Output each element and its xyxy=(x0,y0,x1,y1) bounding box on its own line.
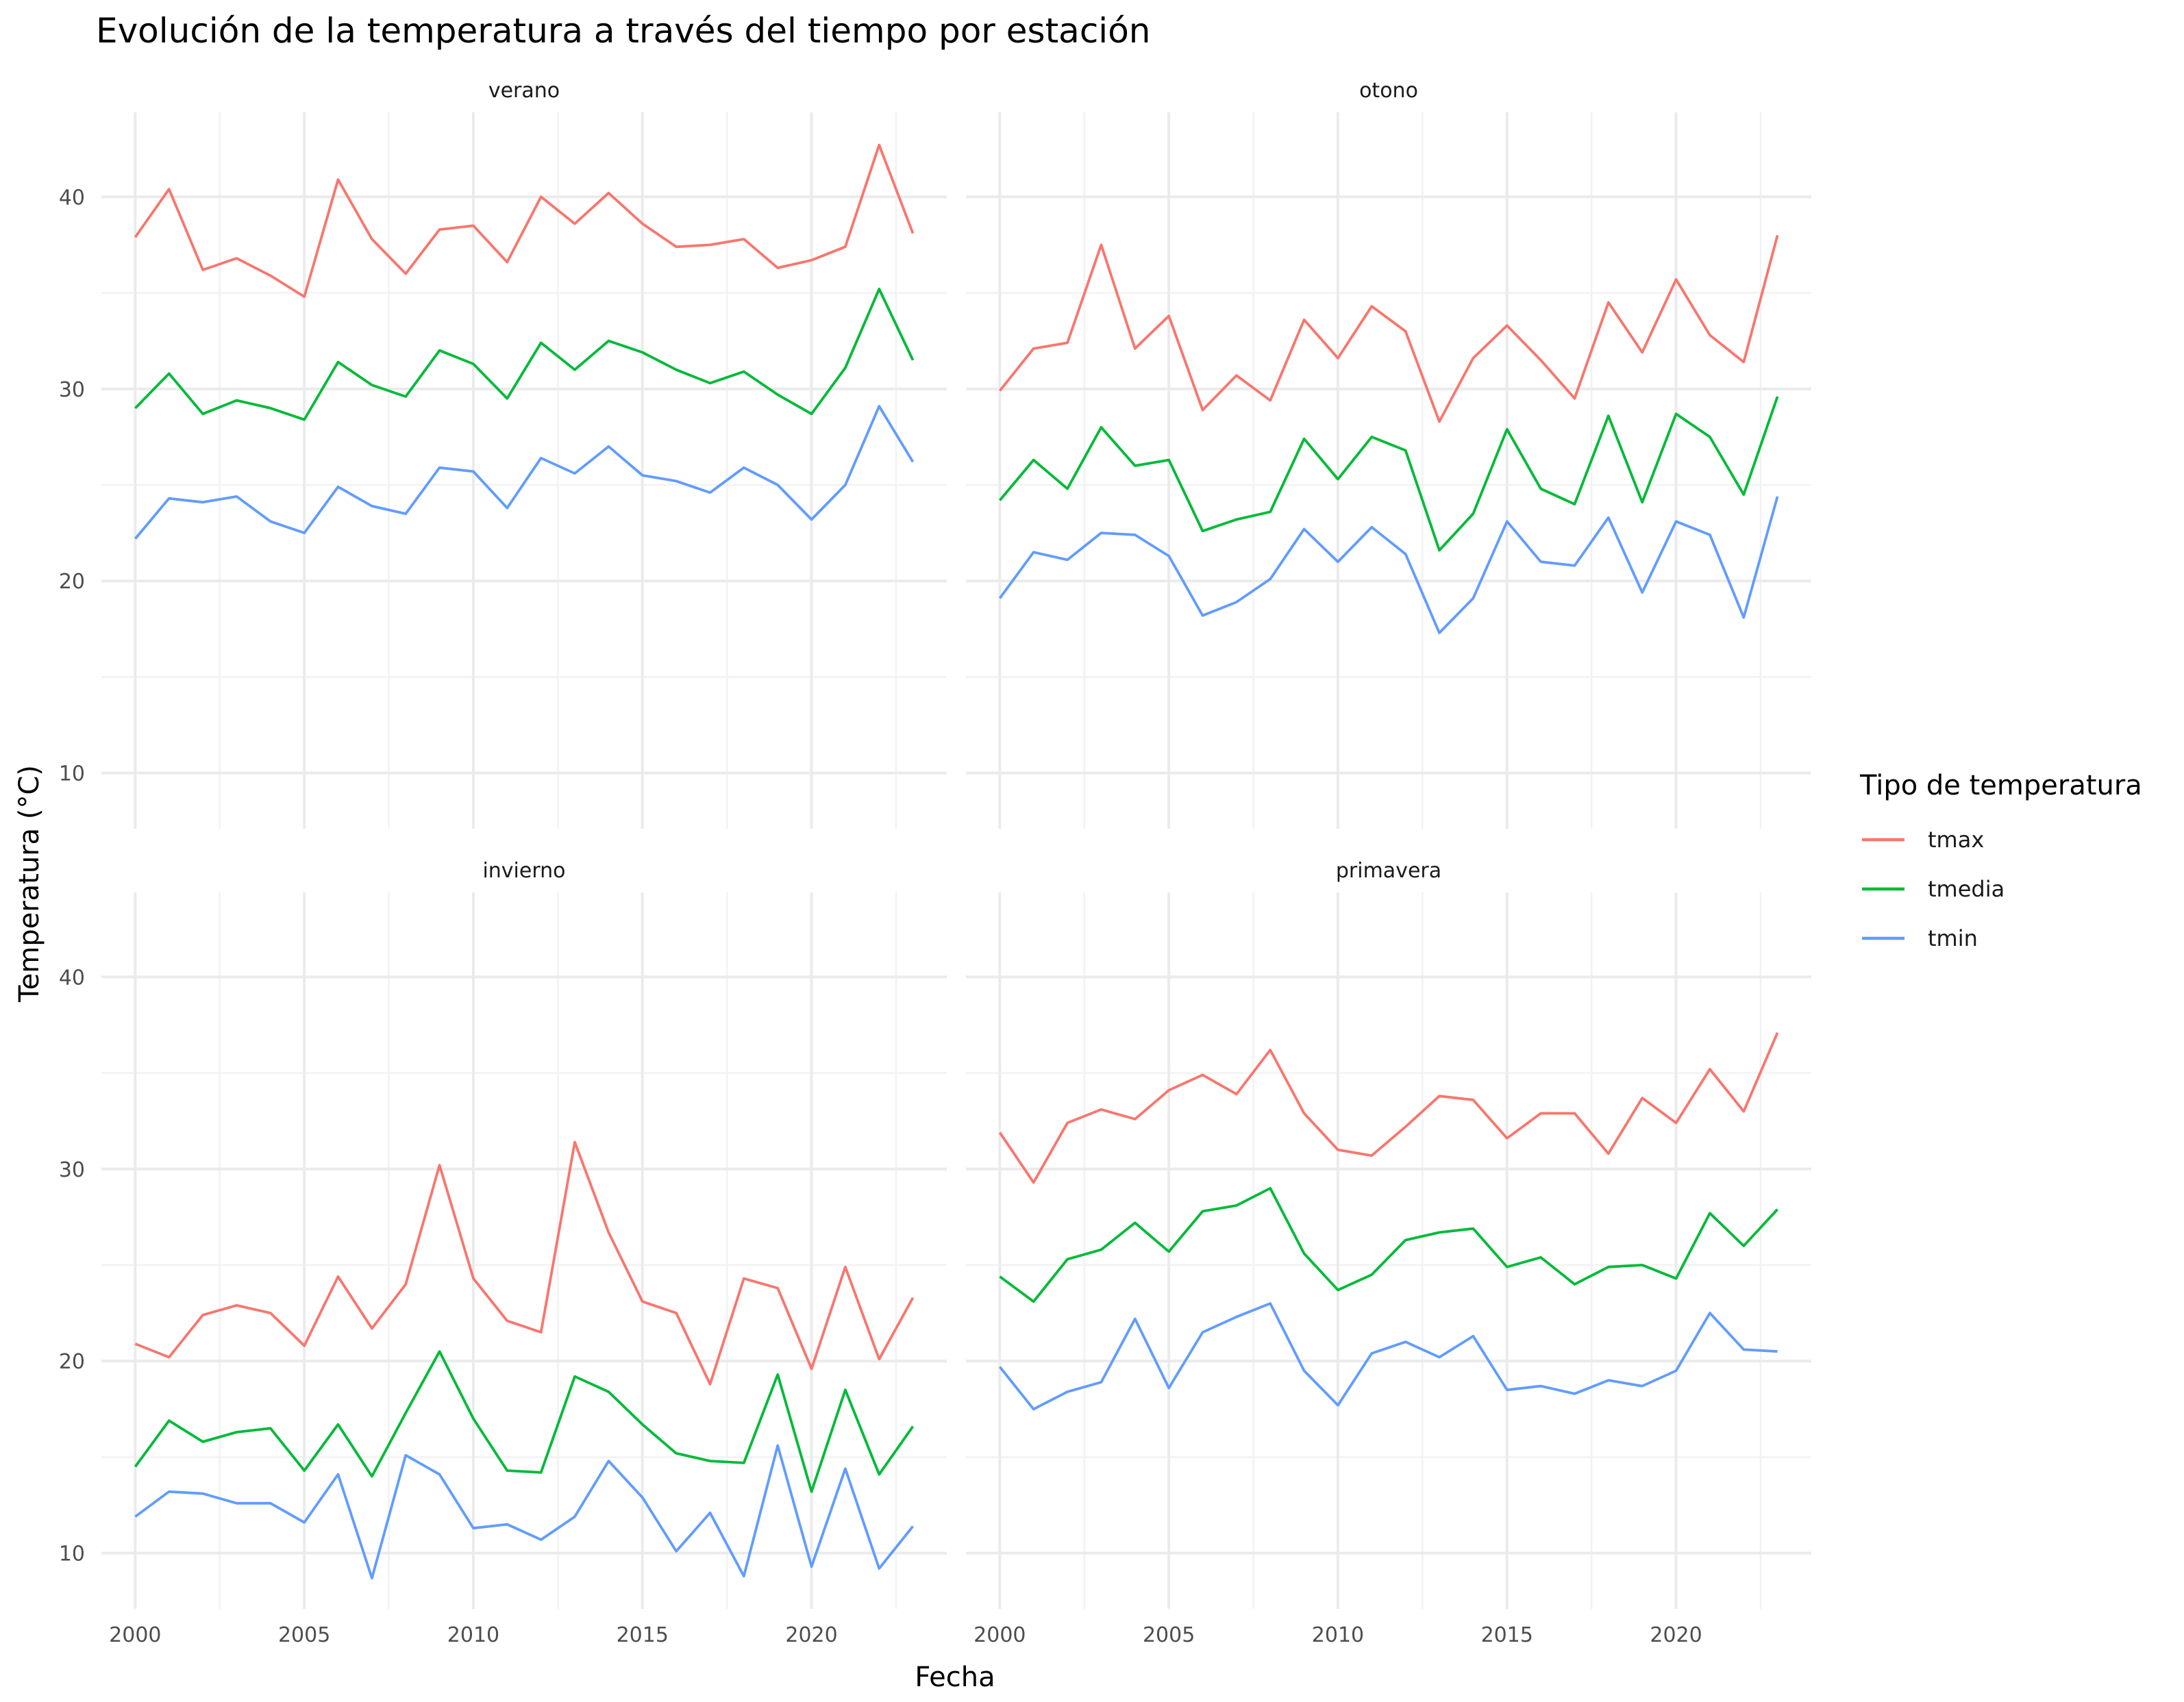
x-tick-label: 2005 xyxy=(278,1623,330,1647)
series-line-tmin-verano xyxy=(134,405,915,540)
facet-strip-label: invierno xyxy=(482,859,565,883)
series-line-tmedia-primavera xyxy=(999,1187,1778,1303)
facet-panels: verano 10 20 30 40 otono invierno 10 20 30 40 2000 2… xyxy=(59,79,1811,1647)
y-tick-label: 30 xyxy=(59,378,85,402)
legend-label-tmin: tmin xyxy=(1928,925,1978,951)
series-line-tmin-invierno xyxy=(134,1444,915,1580)
y-tick-label: 10 xyxy=(59,1542,85,1566)
facet-panel-otono: otono xyxy=(966,79,1811,829)
legend-entry-tmax: tmax xyxy=(1862,827,1984,853)
x-tick-label: 2015 xyxy=(617,1623,669,1647)
series-line-tmax-verano xyxy=(134,143,915,299)
series-line-tmedia-invierno xyxy=(134,1350,915,1493)
series-line-tmin-primavera xyxy=(998,1302,1778,1411)
chart-title: Evolución de la temperatura a través del… xyxy=(96,11,1150,51)
x-tick-label: 2000 xyxy=(973,1623,1026,1647)
y-tick-label: 40 xyxy=(59,186,85,210)
x-tick-label: 2015 xyxy=(1481,1623,1533,1647)
legend-entry-tmedia: tmedia xyxy=(1862,876,2005,902)
y-tick-label: 20 xyxy=(59,1350,85,1374)
facet-panel-verano: verano 10 20 30 40 xyxy=(59,79,947,829)
facet-panel-primavera: primavera 2000 2005 2010 2015 2020 xyxy=(966,859,1811,1647)
x-tick-label: 2000 xyxy=(109,1623,161,1647)
facet-strip-label: otono xyxy=(1359,79,1418,103)
x-tick-label: 2010 xyxy=(1312,1623,1364,1647)
y-axis-title: Temperatura (°C) xyxy=(14,765,45,1003)
y-tick-label: 30 xyxy=(59,1158,85,1182)
y-tick-label: 10 xyxy=(59,762,85,786)
facet-panel-invierno: invierno 10 20 30 40 2000 2005 2010 2015 2020 xyxy=(59,859,947,1647)
facet-strip-label: verano xyxy=(488,79,560,103)
x-axis-title: Fecha xyxy=(915,1662,995,1693)
x-tick-label: 2005 xyxy=(1143,1623,1195,1647)
series-line-tmax-primavera xyxy=(998,1031,1779,1184)
x-tick-label: 2020 xyxy=(785,1623,837,1647)
series-line-tmax-otono xyxy=(998,235,1779,423)
x-tick-label: 2020 xyxy=(1650,1623,1702,1647)
legend-label-tmax: tmax xyxy=(1928,827,1984,853)
legend-title: Tipo de temperatura xyxy=(1859,770,2142,801)
legend-entry-tmin: tmin xyxy=(1862,925,1978,951)
series-line-tmax-invierno xyxy=(134,1140,915,1386)
y-tick-label: 40 xyxy=(59,966,85,990)
y-tick-label: 20 xyxy=(59,570,85,594)
legend-label-tmedia: tmedia xyxy=(1928,876,2005,902)
series-line-tmin-otono xyxy=(998,496,1779,634)
facet-strip-label: primavera xyxy=(1336,859,1441,883)
x-tick-label: 2010 xyxy=(447,1623,499,1647)
series-line-tmedia-verano xyxy=(134,288,915,421)
series-line-tmedia-otono xyxy=(998,396,1779,552)
legend: Tipo de temperatura tmax tmedia tmin xyxy=(1859,770,2142,951)
